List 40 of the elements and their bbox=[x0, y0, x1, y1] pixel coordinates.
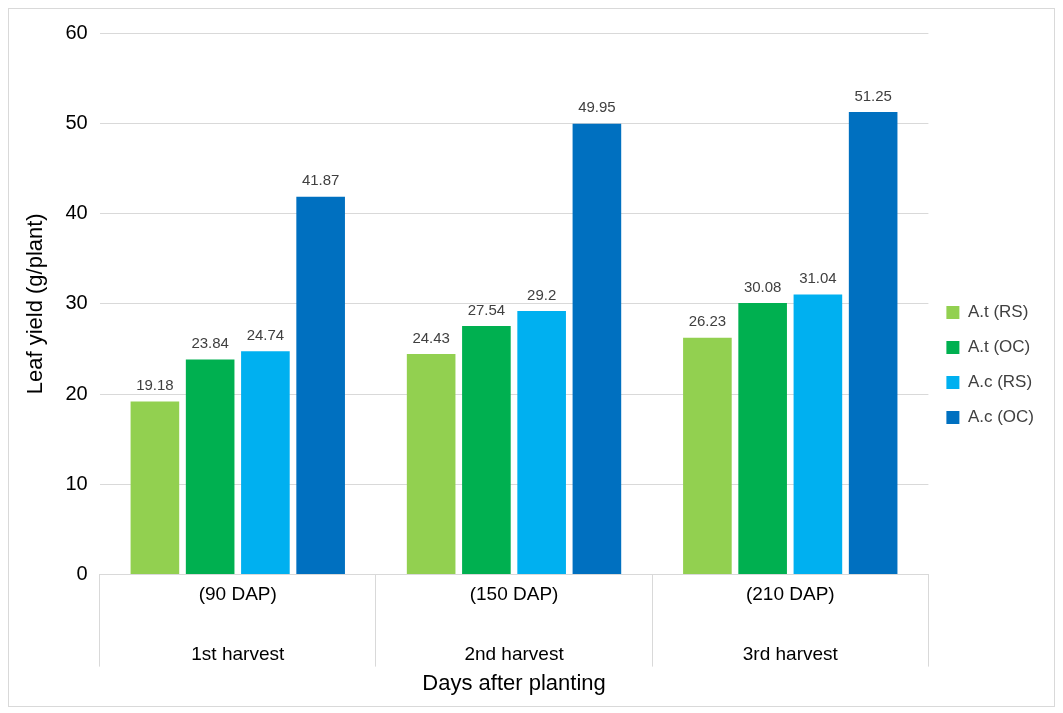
data-label: 49.95 bbox=[578, 98, 616, 116]
bar bbox=[406, 354, 456, 575]
category-label: (150 DAP) 2nd harvest bbox=[464, 582, 564, 664]
bar bbox=[517, 311, 566, 575]
data-label: 23.84 bbox=[191, 334, 229, 352]
y-tick-label: 50 bbox=[65, 110, 88, 133]
category-label: (210 DAP) 3rd harvest bbox=[742, 582, 838, 664]
legend-label: A.t (RS) bbox=[967, 302, 1029, 322]
bar bbox=[738, 303, 787, 575]
data-label: 27.54 bbox=[467, 300, 506, 318]
bar bbox=[683, 337, 732, 575]
bar bbox=[793, 294, 843, 575]
y-tick-label: 60 bbox=[65, 20, 88, 43]
bar bbox=[130, 401, 180, 575]
data-label: 24.74 bbox=[246, 325, 285, 343]
category-label: (90 DAP) 1st harvest bbox=[191, 582, 285, 664]
bar bbox=[185, 359, 235, 575]
data-label: 26.23 bbox=[688, 312, 727, 330]
bar bbox=[241, 351, 290, 575]
y-tick-label: 20 bbox=[65, 381, 88, 404]
data-label: 31.04 bbox=[799, 269, 837, 287]
legend-label: A.t (OC) bbox=[967, 337, 1031, 357]
y-tick-label: 30 bbox=[65, 291, 88, 314]
data-label: 29.2 bbox=[527, 285, 557, 303]
y-tick-label: 0 bbox=[76, 562, 88, 585]
bar bbox=[462, 326, 511, 575]
legend-label: A.c (OC) bbox=[967, 407, 1034, 427]
data-label: 19.18 bbox=[136, 376, 174, 394]
y-axis-title: Leaf yield (g/plant) bbox=[22, 213, 48, 395]
bar bbox=[848, 111, 898, 575]
y-tick-label: 10 bbox=[65, 471, 88, 494]
legend-label: A.c (RS) bbox=[967, 372, 1033, 392]
x-axis-title: Days after planting bbox=[422, 669, 606, 695]
data-label: 24.43 bbox=[412, 328, 450, 346]
data-label: 51.25 bbox=[854, 86, 892, 104]
y-tick-label: 40 bbox=[65, 201, 88, 224]
data-label: 41.87 bbox=[301, 171, 340, 189]
bar bbox=[572, 123, 622, 575]
bar bbox=[296, 196, 345, 575]
data-label: 30.08 bbox=[743, 277, 782, 295]
